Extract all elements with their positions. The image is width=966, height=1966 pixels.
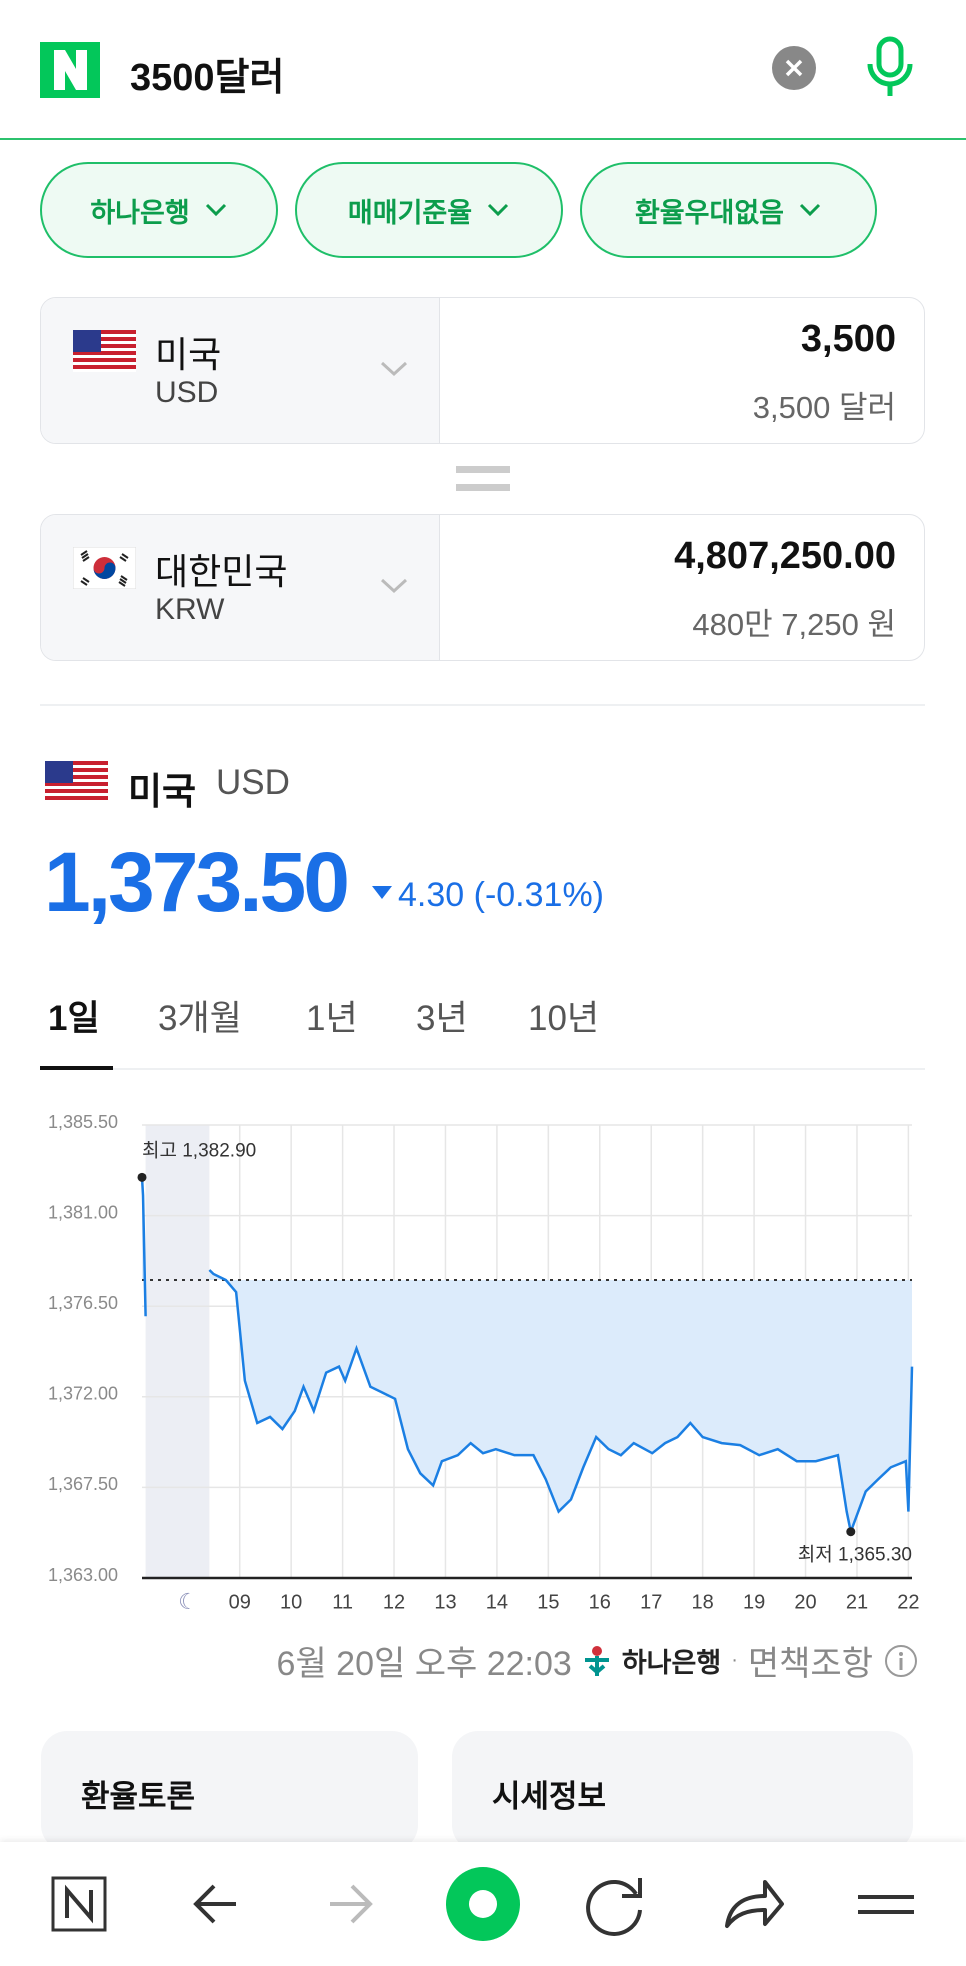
shaded-range	[145, 1125, 210, 1578]
y-tick-label: 1,376.50	[48, 1293, 118, 1313]
green-dot-button[interactable]	[446, 1867, 520, 1941]
filter-chip[interactable]: 환율우대없음	[580, 162, 877, 258]
kr-flag	[73, 547, 136, 589]
x-tick-label: 15	[537, 1591, 559, 1613]
active-tab-indicator	[40, 1066, 113, 1070]
x-tick-label: 17	[640, 1591, 662, 1613]
night-icon: ☾	[178, 1589, 198, 1614]
x-tick-label: 16	[589, 1591, 611, 1613]
menu-button[interactable]	[858, 1895, 914, 1914]
filter-chip[interactable]: 매매기준율	[295, 162, 563, 258]
y-tick-label: 1,381.00	[48, 1202, 118, 1222]
x-tick-label: 10	[280, 1591, 302, 1613]
filter-chip[interactable]: 하나은행	[40, 162, 278, 258]
x-tick-label: 14	[486, 1591, 508, 1613]
period-tab[interactable]: 1일	[48, 999, 100, 1038]
period-tab[interactable]: 3년	[416, 999, 468, 1038]
period-tab[interactable]: 3개월	[158, 999, 242, 1038]
y-tick-label: 1,372.00	[48, 1384, 118, 1404]
country: 대한민국	[155, 551, 288, 592]
chart-footer: 6월 20일 오후 22:03 하나은행 · 면책조항	[277, 1636, 919, 1685]
us-flag	[45, 761, 108, 803]
timestamp: 6월 20일 오후 22:03	[276, 1645, 572, 1683]
x-tick-label: 21	[846, 1591, 868, 1613]
x-tick-label: 18	[692, 1591, 714, 1613]
bank-logo	[584, 1645, 609, 1676]
converter-to: 대한민국 KRW 4,807,250.00 480만 7,250 원	[40, 514, 925, 661]
period-tab[interactable]: 1년	[306, 999, 358, 1038]
converter-from: 미국 USD 3,500 3,500 달러	[40, 297, 925, 444]
quote-price: 1,373.50	[44, 835, 350, 929]
chip-label: 매매기준율	[347, 197, 473, 228]
amount[interactable]: 3,500	[800, 318, 896, 360]
us-flag	[73, 330, 136, 372]
chip-label: 환율우대없음	[634, 197, 785, 228]
tab-divider	[40, 1068, 925, 1070]
annotation-dot	[846, 1527, 856, 1537]
y-tick-label: 1,385.50	[48, 1112, 118, 1132]
x-tick-label: 13	[434, 1591, 456, 1613]
currency-code: KRW	[155, 593, 225, 626]
chip-label: 하나은행	[90, 197, 190, 228]
price-line	[208, 1269, 914, 1537]
home-button[interactable]	[51, 1876, 107, 1932]
amount-words: 480만 7,250 원	[692, 607, 896, 642]
x-tick-label: 22	[897, 1591, 919, 1613]
header-divider	[0, 138, 966, 140]
quote-code: USD	[216, 763, 290, 802]
card[interactable]: 환율토론	[41, 1731, 418, 1851]
currency-select[interactable]: 대한민국 KRW	[41, 515, 440, 660]
currency-code: USD	[155, 376, 219, 409]
clear-button[interactable]	[770, 44, 818, 92]
annotation-label: 최고 1,382.90	[142, 1139, 256, 1161]
area-fill	[209, 1269, 913, 1532]
card[interactable]: 시세정보	[452, 1731, 913, 1851]
x-tick-label: 11	[332, 1591, 353, 1613]
share-button[interactable]	[725, 1880, 784, 1928]
x-tick-label: 19	[743, 1591, 765, 1613]
currency-select[interactable]: 미국 USD	[41, 298, 440, 443]
period-tab[interactable]: 10년	[528, 999, 600, 1038]
amount-words: 3,500 달러	[752, 390, 896, 425]
info-icon[interactable]	[883, 1643, 919, 1679]
quote-country: 미국	[128, 771, 197, 812]
equals-sign	[456, 466, 510, 491]
card-title: 시세정보	[492, 1779, 607, 1814]
y-tick-label: 1,363.00	[48, 1565, 118, 1585]
bottom-nav	[0, 1842, 966, 1966]
amount[interactable]: 4,807,250.00	[674, 535, 896, 577]
chart: ☾ 1,363.00 1,367.50 1,372.00 1,376.50 1,381.…	[48, 1112, 920, 1614]
price-line	[140, 1177, 147, 1317]
back-button[interactable]	[193, 1884, 236, 1924]
x-tick-label: 09	[229, 1591, 251, 1613]
disclaimer[interactable]: 면책조항	[747, 1645, 873, 1683]
x-tick-label: 20	[794, 1591, 816, 1613]
y-tick-label: 1,367.50	[48, 1474, 118, 1494]
source: 하나은행	[621, 1648, 722, 1678]
voice-search[interactable]	[862, 36, 918, 102]
country: 미국	[155, 334, 222, 375]
down-arrow	[372, 886, 392, 899]
divider	[40, 704, 925, 706]
search-query[interactable]: 3500달러	[130, 57, 285, 99]
card-title: 환율토론	[81, 1779, 196, 1814]
annotation-dot	[137, 1172, 147, 1182]
refresh-button[interactable]	[586, 1878, 642, 1936]
quote-change: 4.30 (-0.31%)	[398, 876, 604, 914]
x-tick-label: 12	[383, 1591, 405, 1613]
annotation-label: 최저 1,365.30	[798, 1544, 912, 1566]
naver-logo[interactable]	[40, 42, 100, 98]
forward-button[interactable]	[330, 1884, 373, 1924]
